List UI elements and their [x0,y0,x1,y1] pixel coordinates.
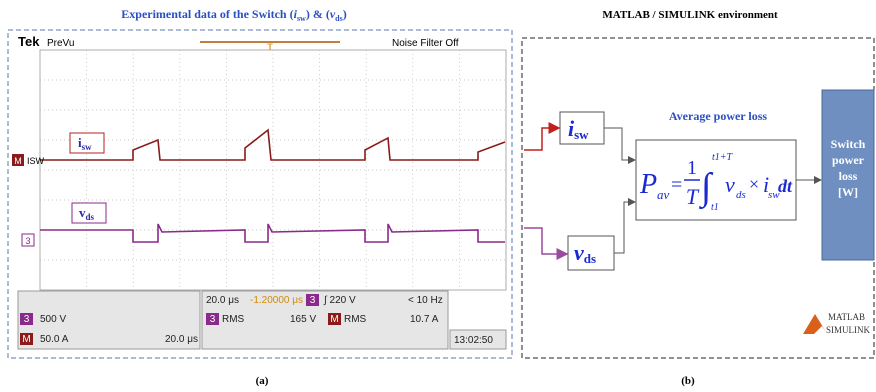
input-symbol: v [574,240,584,265]
formula-v: v [725,172,735,197]
formula-lower: t1 [711,202,719,213]
title-part: ) [343,7,347,21]
panel-b-title: MATLAB / SIMULINK environment [602,9,778,21]
wire-i [604,128,635,160]
output-line: [W] [838,185,858,199]
output-line: loss [839,169,858,183]
ch3-scale: 500 V [40,314,66,325]
ch-m-name: ISW [27,156,45,166]
trig-level: ∫ 220 V [323,295,356,306]
logo-simulink: SIMULINK [826,325,870,335]
delay: -1.20000 μs [250,295,303,306]
m-marker: M [22,334,30,345]
title-part: sw [297,14,306,23]
m-time: 20.0 μs [165,334,198,345]
input-v-arrow [524,228,567,254]
caption-b: (b) [681,375,695,387]
figure: Experimental data of the Switch (isw) & … [0,0,876,392]
scope-mode: PreVu [47,38,74,49]
meas1-type: RMS [222,314,245,325]
output-line: power [832,153,865,167]
formula-denominator: T [686,184,700,209]
panel-a-title: Experimental data of the Switch (isw) & … [121,7,346,23]
formula-lhs: P [639,169,657,200]
title-part: ds [335,14,343,23]
trig-freq: < 10 Hz [408,295,443,306]
formula-equals: = [671,174,682,196]
logo-matlab: MATLAB [828,312,865,322]
formula-times: × [749,174,759,194]
formula-numerator: 1 [687,157,697,179]
input-sub: sw [574,127,589,142]
output-line: Switch [831,137,866,151]
caption-a: (a) [256,375,269,387]
title-part: Experimental data of the Switch ( [121,7,293,21]
meas1-value: 165 V [290,314,316,325]
label-sub: ds [86,212,95,222]
formula-differential: dt [778,176,793,196]
formula-v-sub: ds [736,189,746,201]
wire-v [614,202,635,253]
title-part: ) & ( [306,7,330,21]
meas1-ch: 3 [210,314,216,325]
ch-m-marker: M [14,156,22,166]
scope-brand: Tek [18,34,40,49]
input-sub: ds [584,251,596,266]
formula-lhs-sub: av [657,187,670,202]
ch3-marker: 3 [24,314,30,325]
formula-upper: t1+T [712,152,734,163]
clock: 13:02:50 [454,335,493,346]
meas2-ch: M [330,314,338,325]
ch-3-marker: 3 [25,236,30,246]
trig-ch: 3 [310,295,316,306]
logo-shape [803,314,822,334]
block-title: Average power loss [669,109,768,123]
label-sub: sw [82,142,93,152]
m-scale: 50.0 A [40,334,69,345]
input-i-arrow [524,128,559,150]
noise-filter: Noise Filter Off [392,38,459,49]
timebase: 20.0 μs [206,295,239,306]
meas2-type: RMS [344,314,367,325]
meas2-value: 10.7 A [410,314,439,325]
